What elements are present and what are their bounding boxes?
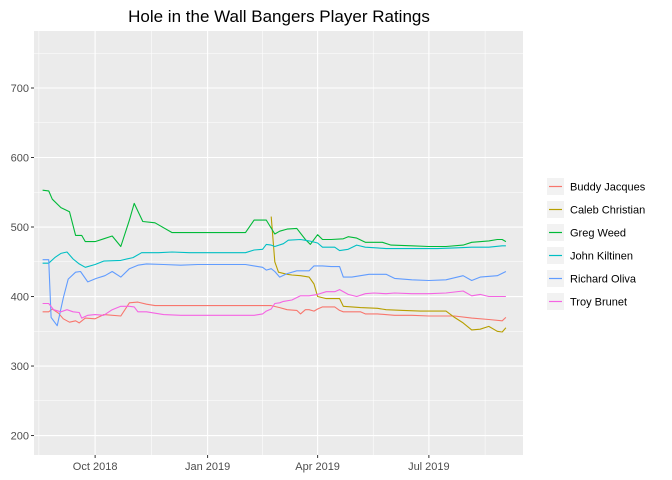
x-tick-label: Apr 2019 xyxy=(295,461,340,473)
minor-gridlines xyxy=(34,31,523,455)
legend-label-buddy-jacques: Buddy Jacques xyxy=(570,182,646,194)
y-tick-label: 300 xyxy=(11,361,29,373)
major-gridlines xyxy=(34,31,523,455)
y-tick-label: 500 xyxy=(11,222,29,234)
legend-label-caleb-christian: Caleb Christian xyxy=(570,205,645,217)
y-tick-label: 600 xyxy=(11,153,29,165)
x-tick-label: Jan 2019 xyxy=(185,461,230,473)
plot-background xyxy=(34,31,523,455)
series-line-buddy-jacques xyxy=(42,301,507,324)
legend-label-richard-oliva: Richard Oliva xyxy=(570,274,637,286)
y-axis: 200 300 400 500 600 700 xyxy=(11,83,34,443)
series-lines xyxy=(42,189,507,333)
y-tick-label: 200 xyxy=(11,431,29,443)
y-tick-label: 700 xyxy=(11,83,29,95)
legend-label-greg-weed: Greg Weed xyxy=(570,228,626,240)
y-tick-label: 400 xyxy=(11,292,29,304)
legend-label-troy-brunet: Troy Brunet xyxy=(570,297,627,309)
x-tick-label: Oct 2018 xyxy=(73,461,118,473)
legend: Buddy Jacques Caleb Christian Greg Weed Joh… xyxy=(547,178,646,310)
series-line-troy-brunet xyxy=(42,289,506,319)
series-line-john-kiltinen xyxy=(42,238,506,268)
series-line-richard-oliva xyxy=(42,259,507,327)
series-line-greg-weed xyxy=(42,189,507,248)
chart-title: Hole in the Wall Bangers Player Ratings xyxy=(128,7,430,26)
x-tick-label: Jul 2019 xyxy=(408,461,450,473)
x-axis: Oct 2018 Jan 2019 Apr 2019 Jul 2019 xyxy=(73,455,450,473)
series-line-caleb-christian xyxy=(270,216,507,333)
legend-label-john-kiltinen: John Kiltinen xyxy=(570,251,633,263)
